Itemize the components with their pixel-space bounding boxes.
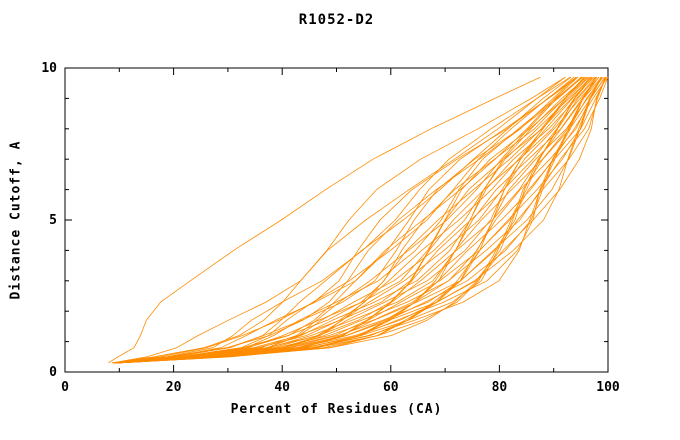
model-curve xyxy=(114,76,583,364)
model-curve xyxy=(112,76,566,364)
model-curve xyxy=(114,76,579,364)
model-curve xyxy=(118,76,606,364)
model-curve xyxy=(117,76,595,364)
model-curve xyxy=(116,76,590,364)
model-curve xyxy=(116,76,598,364)
model-curve xyxy=(114,76,577,364)
x-axis-label: Percent of Residues (CA) xyxy=(230,402,443,417)
model-curve xyxy=(118,76,607,364)
model-curve xyxy=(116,76,597,364)
model-curve xyxy=(116,76,587,364)
model-curve xyxy=(118,76,603,364)
model-curve xyxy=(117,76,600,364)
model-curve xyxy=(111,76,566,364)
y-tick-label: 0 xyxy=(49,365,57,380)
model-curve xyxy=(116,76,596,364)
x-tick-label: 60 xyxy=(383,380,399,395)
model-curve xyxy=(113,76,575,364)
y-tick-label: 10 xyxy=(41,61,57,76)
x-tick-label: 20 xyxy=(166,380,182,395)
model-curve xyxy=(115,76,585,364)
model-curve xyxy=(113,76,572,364)
chart-title: R1052-D2 xyxy=(298,12,375,28)
model-curve xyxy=(119,76,609,364)
x-tick-label: 40 xyxy=(274,380,290,395)
model-curve xyxy=(119,76,606,364)
model-curve xyxy=(113,76,571,364)
model-curve xyxy=(117,76,598,364)
model-curve xyxy=(114,76,585,364)
x-tick-label: 80 xyxy=(492,380,508,395)
model-curve xyxy=(113,76,577,364)
model-curve xyxy=(108,76,541,364)
x-tick-label: 100 xyxy=(596,380,620,395)
y-tick-label: 5 xyxy=(49,213,57,228)
model-curve xyxy=(118,76,606,364)
model-curve xyxy=(117,76,603,364)
model-curve xyxy=(116,76,593,364)
x-tick-label: 0 xyxy=(61,380,69,395)
model-curve xyxy=(115,76,591,364)
model-curve xyxy=(117,76,597,364)
model-curve xyxy=(119,76,609,364)
